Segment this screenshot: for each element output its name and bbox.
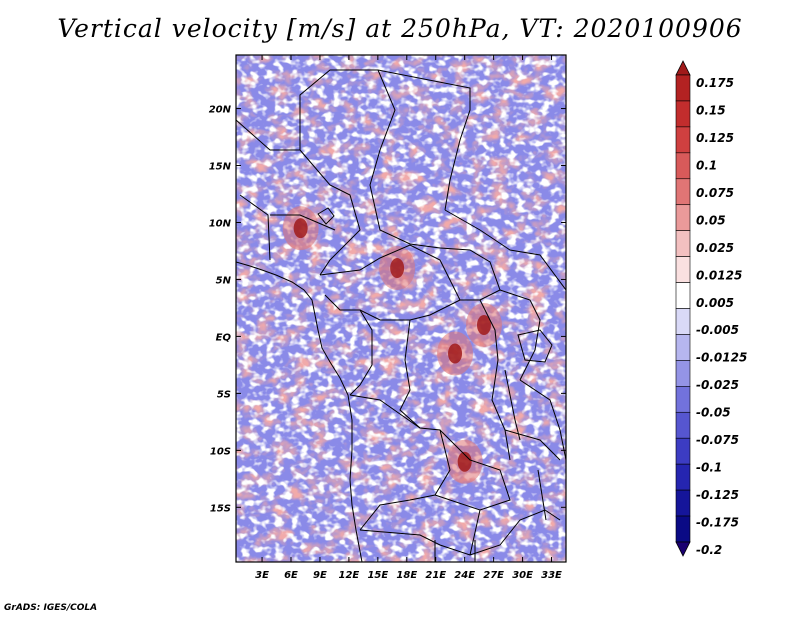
y-axis: 20N 15N 10N 5N EQ 5S 10S 15S — [209, 105, 566, 514]
colorbar-arrow-top — [675, 60, 691, 76]
border-ethiopia — [444, 209, 566, 291]
y-tick-label: 20N — [209, 105, 232, 116]
colorbar-label: -0.05 — [696, 406, 731, 420]
colorbar-label: 0.025 — [696, 241, 734, 255]
y-tick-label: 10N — [209, 218, 232, 229]
colorbar: 0.175 0.15 0.125 0.1 0.075 0.05 0.025 0.0125 0.0… — [675, 60, 747, 557]
colorbar-label: 0.175 — [696, 76, 734, 90]
border-tanzania — [504, 379, 566, 461]
x-tick-label: 15E — [367, 570, 388, 581]
border-congo-drc — [349, 309, 421, 429]
colorbar-bin — [675, 437, 691, 465]
ascent-core — [390, 258, 405, 279]
colorbar-bin — [675, 256, 691, 283]
map-frame — [235, 54, 567, 563]
colorbar-bin — [675, 152, 691, 180]
border-car — [319, 244, 461, 321]
colorbar-label: -0.1 — [696, 461, 722, 475]
y-tick-label: 5S — [217, 389, 231, 400]
colorbar-label: 0.075 — [696, 186, 734, 200]
colorbar-label: -0.2 — [696, 543, 722, 557]
colorbar-bin — [675, 489, 691, 517]
colorbar-label: -0.175 — [696, 516, 739, 530]
colorbar-label: -0.075 — [696, 433, 739, 447]
colorbar-arrow-bottom — [675, 541, 691, 557]
colorbar-label: 0.0125 — [696, 268, 742, 282]
coastline-west-africa — [236, 261, 363, 562]
x-tick-label: 12E — [339, 570, 360, 581]
colorbar-bin — [675, 204, 691, 231]
colorbar-label: -0.005 — [696, 323, 739, 337]
y-tick-label: 15S — [210, 503, 231, 514]
y-tick-label: 5N — [216, 275, 232, 286]
colorbar-bin — [675, 386, 691, 413]
colorbar-label: 0.15 — [696, 103, 726, 117]
colorbar-label: -0.0125 — [696, 351, 747, 365]
colorbar-bin — [675, 515, 691, 543]
x-tick-label: 18E — [396, 570, 417, 581]
y-tick-label: 15N — [209, 162, 232, 173]
colorbar-bin — [675, 360, 691, 387]
x-tick-label: 33E — [541, 570, 562, 581]
colorbar-label: -0.025 — [696, 378, 739, 392]
x-tick-label: 6E — [284, 570, 298, 581]
colorbar-bin — [675, 411, 691, 439]
y-tick-label: EQ — [216, 332, 232, 343]
ascent-core — [448, 343, 463, 364]
lake-chad — [317, 207, 335, 225]
lake-tanganyika — [504, 369, 521, 441]
border-chad-sudan — [369, 69, 441, 249]
x-tick-label: 21E — [425, 570, 446, 581]
lake-victoria — [517, 329, 553, 363]
x-tick-label: 3E — [255, 570, 269, 581]
colorbar-bin — [675, 308, 691, 335]
border-zambia — [434, 429, 511, 511]
colorbar-bin — [675, 334, 691, 361]
chart-title: Vertical velocity [m/s] at 250hPa, VT: 2… — [57, 14, 743, 43]
border-southern — [359, 509, 561, 562]
ascent-core — [293, 218, 308, 239]
border-egypt-sudan — [377, 69, 471, 211]
ascent-core — [476, 315, 491, 336]
ascent-cores — [282, 206, 502, 484]
colorbar-bin — [675, 100, 691, 128]
y-tick-label: 10S — [210, 446, 231, 457]
x-tick-label: 9E — [313, 570, 327, 581]
colorbar-label: 0.125 — [696, 131, 734, 145]
lake-malawi — [537, 469, 547, 521]
colorbar-bin — [675, 282, 691, 309]
x-tick-label: 30E — [512, 570, 533, 581]
colorbar-bin — [675, 230, 691, 257]
colorbar-bin — [675, 463, 691, 491]
x-tick-label: 24E — [454, 570, 475, 581]
border-libya-chad — [236, 69, 378, 151]
map-field — [236, 55, 566, 562]
credit-label: GrADS: IGES/COLA — [4, 603, 98, 613]
colorbar-bin — [675, 126, 691, 154]
field-texture — [236, 55, 566, 562]
colorbar-label: -0.125 — [696, 488, 739, 502]
border-angola — [349, 394, 451, 531]
colorbar-label: 0.005 — [696, 296, 734, 310]
x-axis: 3E 6E 9E 12E 15E 18E 21E 24E 27E 30E 33E — [255, 55, 562, 581]
border-nigeria — [239, 194, 336, 261]
colorbar-label: 0.05 — [696, 213, 726, 227]
colorbar-bin — [675, 74, 691, 102]
x-tick-label: 27E — [483, 570, 504, 581]
country-borders — [236, 69, 566, 562]
border-chad-south — [299, 149, 361, 276]
colorbar-label: 0.1 — [696, 158, 717, 172]
colorbar-bin — [675, 178, 691, 206]
ascent-core — [457, 451, 472, 472]
